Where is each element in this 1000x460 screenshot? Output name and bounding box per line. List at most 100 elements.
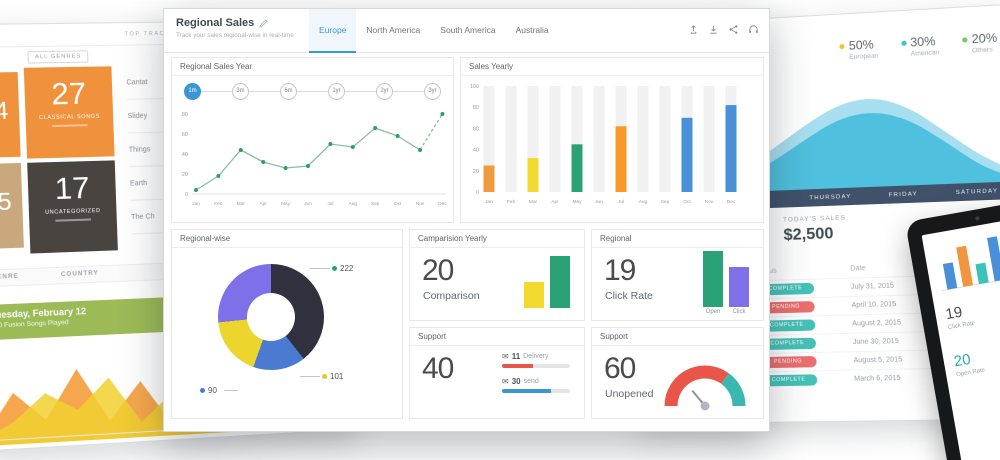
svg-text:60: 60 bbox=[473, 126, 479, 132]
panel-title: Regional Sales Year bbox=[172, 58, 453, 76]
donut-callout-value: 90 bbox=[208, 386, 217, 395]
upload-icon[interactable] bbox=[688, 24, 699, 35]
sales-wave-chart bbox=[629, 91, 1000, 197]
legend-dot-icon bbox=[839, 43, 845, 49]
svg-text:20: 20 bbox=[182, 172, 188, 178]
comparison-bar bbox=[550, 256, 570, 308]
svg-text:Jun: Jun bbox=[595, 199, 603, 205]
donut-callout-value: 222 bbox=[340, 264, 354, 273]
range-3m[interactable]: 3m bbox=[232, 82, 249, 100]
support-label: Delivery bbox=[523, 353, 549, 360]
svg-text:Dec: Dec bbox=[438, 201, 447, 207]
svg-text:Apr: Apr bbox=[259, 201, 267, 207]
support-row: ✉ 11 Delivery bbox=[502, 352, 576, 368]
legend-item: 30% American bbox=[900, 33, 940, 59]
comparison-value: 20 bbox=[422, 254, 454, 287]
regional-sales-dashboard: Regional Sales Track your sales regional… bbox=[163, 8, 770, 432]
stat-tile[interactable]: 17 UNCATEGORIZED bbox=[27, 160, 118, 254]
svg-text:Nov: Nov bbox=[705, 199, 714, 205]
comparison-bar bbox=[524, 282, 544, 308]
tab-europe[interactable]: Europe bbox=[309, 9, 357, 53]
day-label: SATURDAY bbox=[955, 187, 999, 196]
legend-item: 50% European bbox=[839, 37, 879, 62]
tablet-metrics: 19 Click Rate 20 Open Rate bbox=[944, 287, 1000, 401]
range-1m[interactable]: 1m bbox=[184, 82, 201, 100]
donut-callout-value: 101 bbox=[330, 372, 344, 381]
open-click-mini-chart: Open Click bbox=[703, 251, 749, 315]
todays-sales: TODAY'S SALES $2,500 bbox=[783, 214, 847, 245]
legend-dot-icon bbox=[322, 374, 327, 379]
panel-title: Support bbox=[410, 328, 584, 346]
genre-column-header[interactable]: GENRE bbox=[0, 273, 20, 281]
legend-dot-icon bbox=[200, 388, 205, 393]
rate-bar-label: Open bbox=[705, 309, 721, 315]
edit-icon[interactable] bbox=[259, 18, 268, 28]
regional-sales-year-panel: Regional Sales Year 1m 3m 6m 1yr 2yr 3yr 80 60… bbox=[171, 57, 454, 223]
header-actions bbox=[688, 24, 759, 35]
tablet-camera bbox=[975, 216, 980, 221]
svg-text:Mar: Mar bbox=[237, 201, 246, 207]
range-6m[interactable]: 6m bbox=[280, 82, 297, 100]
range-3yr[interactable]: 3yr bbox=[424, 82, 441, 100]
status-date: April 10, 2015 bbox=[851, 300, 897, 310]
rate-bar-label: Click bbox=[732, 309, 746, 315]
comparison-label: Comparison bbox=[423, 290, 480, 302]
donut-callout: 90 bbox=[200, 386, 217, 395]
status-date: July 31, 2015 bbox=[850, 282, 895, 291]
legend-dot-icon bbox=[900, 40, 907, 46]
status-date: August 2, 2015 bbox=[852, 319, 902, 328]
tab-australia[interactable]: Australia bbox=[515, 25, 549, 35]
regional-click-rate-panel: Regional 19 Click Rate Open Click bbox=[591, 229, 764, 321]
regional-wise-panel: Regional-wise 222 101 90 bbox=[171, 229, 403, 419]
panel-title: Regional bbox=[592, 230, 763, 248]
genre-filter-dropdown[interactable]: ALL GENRES bbox=[27, 50, 89, 64]
legend-percent: 20% bbox=[971, 30, 998, 47]
support-unopened-panel: Support 60 Unopened bbox=[591, 327, 764, 419]
tile-label: UNCATEGORIZED bbox=[44, 207, 101, 216]
status-column-header[interactable]: Status bbox=[756, 265, 850, 276]
demographics-legend: 50% European 30% American 20% Others bbox=[839, 30, 997, 61]
svg-text:Sep: Sep bbox=[371, 201, 380, 207]
legend-item: 20% Others bbox=[962, 30, 998, 55]
date-column-header[interactable]: Date bbox=[850, 264, 866, 273]
share-icon[interactable] bbox=[728, 24, 739, 35]
range-2yr[interactable]: 2yr bbox=[376, 82, 393, 100]
support-row: ✉ 30 send bbox=[502, 377, 576, 393]
stat-tile[interactable]: 4 bbox=[0, 72, 21, 159]
todays-sales-value: $2,500 bbox=[783, 225, 834, 245]
tile-value: 27 bbox=[50, 77, 87, 112]
svg-text:80: 80 bbox=[182, 112, 188, 118]
legend-percent: 30% bbox=[909, 33, 936, 50]
dashboard-header: Regional Sales Track your sales regional… bbox=[164, 9, 769, 53]
svg-text:Jul: Jul bbox=[327, 201, 333, 207]
legend-dot-icon bbox=[962, 36, 968, 43]
range-1yr[interactable]: 1yr bbox=[328, 82, 345, 100]
donut-leader-line bbox=[224, 390, 238, 391]
svg-text:0: 0 bbox=[476, 190, 479, 196]
tab-south-america[interactable]: South America bbox=[440, 25, 496, 35]
tile-value: 4 bbox=[0, 97, 9, 126]
headset-icon[interactable] bbox=[748, 24, 759, 35]
stat-tile[interactable]: 27 CLASSICAL SONGS bbox=[23, 66, 115, 159]
donut-leader-line bbox=[310, 268, 330, 269]
support-count: 30 bbox=[511, 377, 521, 386]
svg-text:40: 40 bbox=[182, 152, 188, 158]
unopened-gauge-chart bbox=[664, 365, 746, 411]
stat-tile[interactable]: 5 bbox=[0, 162, 24, 251]
legend-label: European bbox=[849, 52, 879, 62]
svg-text:Jul: Jul bbox=[618, 199, 624, 205]
svg-text:Aug: Aug bbox=[349, 201, 358, 207]
svg-text:Sep: Sep bbox=[661, 199, 670, 205]
svg-text:Aug: Aug bbox=[639, 199, 648, 205]
svg-text:Jun: Jun bbox=[304, 201, 312, 207]
donut-leader-line bbox=[300, 376, 320, 377]
sales-yearly-bar-chart: 100 80 60 40 20 0 Jan Feb Mar Apr May Jun Jul Aug Sep O… bbox=[470, 84, 737, 205]
rate-bar bbox=[729, 267, 749, 307]
donut-callout: 222 bbox=[332, 264, 353, 273]
download-icon[interactable] bbox=[708, 24, 719, 35]
tab-north-america[interactable]: North America bbox=[366, 25, 421, 35]
svg-text:100: 100 bbox=[470, 84, 479, 90]
country-column-header[interactable]: COUNTRY bbox=[60, 270, 99, 279]
legend-label: Others bbox=[971, 46, 993, 55]
